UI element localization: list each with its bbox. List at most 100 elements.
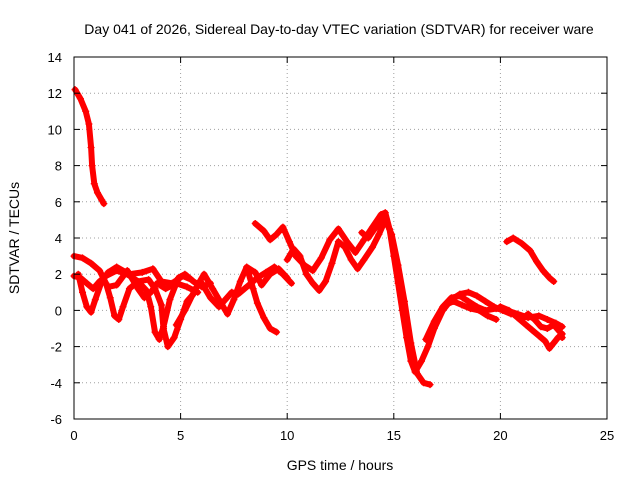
data-point — [209, 285, 217, 293]
data-point — [279, 223, 287, 231]
series-arc-afternoon-b — [432, 297, 500, 323]
series-arc-morning-b — [198, 263, 295, 311]
data-point — [302, 270, 310, 278]
data-point — [524, 310, 532, 318]
series-trace — [518, 311, 566, 341]
data-point — [550, 321, 558, 329]
y-tick-label: 10 — [48, 122, 62, 137]
data-point — [83, 279, 91, 287]
series-arc-early-high — [71, 86, 108, 208]
data-point — [151, 328, 159, 336]
data-point — [170, 334, 178, 342]
data-point — [535, 332, 543, 340]
data-point — [467, 305, 475, 313]
data-point — [400, 297, 408, 305]
data-point — [341, 243, 349, 251]
data-point — [230, 296, 238, 304]
data-point — [245, 270, 253, 278]
data-point — [334, 225, 342, 233]
series-arc-pre-noon-drop — [245, 270, 281, 336]
data-point — [368, 243, 376, 251]
data-point — [147, 288, 155, 296]
y-tick-label: 6 — [55, 195, 62, 210]
data-point — [360, 256, 368, 264]
series-trace — [252, 209, 515, 375]
data-point — [100, 200, 108, 208]
data-point — [388, 230, 396, 238]
data-point — [535, 312, 543, 320]
x-axis-label: GPS time / hours — [287, 457, 394, 473]
y-tick-label: -2 — [50, 340, 62, 355]
chart-title: Day 041 of 2026, Sidereal Day-to-day VTE… — [84, 21, 594, 37]
data-point — [234, 290, 242, 298]
data-point — [79, 254, 87, 262]
data-point — [253, 299, 261, 307]
data-point — [90, 180, 98, 188]
data-point — [160, 323, 168, 331]
data-point — [550, 339, 558, 347]
series-arc-evening-b — [518, 310, 566, 342]
series-trace — [72, 86, 107, 207]
data-point — [115, 315, 123, 323]
data-point — [309, 267, 317, 275]
data-point — [509, 234, 517, 242]
data-point — [243, 263, 251, 271]
data-point — [422, 335, 430, 343]
data-point — [279, 270, 287, 278]
data-point — [522, 321, 530, 329]
data-point — [426, 381, 434, 389]
data-point — [96, 267, 104, 275]
data-point — [198, 279, 206, 287]
data-point — [79, 288, 87, 296]
data-point — [526, 247, 534, 255]
data-point — [258, 281, 266, 289]
data-point — [89, 285, 97, 293]
data-point — [347, 256, 355, 264]
data-point — [71, 86, 79, 94]
y-tick-label: 4 — [55, 231, 62, 246]
data-point — [464, 288, 472, 296]
data-point — [484, 312, 492, 320]
data-point — [260, 227, 268, 235]
data-point — [98, 196, 106, 204]
data-point — [253, 274, 261, 282]
data-point — [358, 229, 366, 237]
data-point — [541, 337, 549, 345]
data-point — [394, 261, 402, 269]
data-point — [351, 248, 359, 256]
data-point — [273, 230, 281, 238]
data-point — [87, 259, 95, 267]
data-point — [424, 343, 432, 351]
data-point — [262, 268, 270, 276]
y-tick-label: -6 — [50, 412, 62, 427]
x-tick-label: 5 — [177, 428, 184, 443]
data-point — [145, 276, 153, 284]
x-tick-label: 20 — [493, 428, 507, 443]
data-point — [539, 267, 547, 275]
data-point — [528, 326, 536, 334]
data-point — [343, 238, 351, 246]
data-point — [326, 236, 334, 244]
data-point — [91, 296, 99, 304]
data-point — [464, 297, 472, 305]
data-point — [458, 301, 466, 309]
x-tick-label: 25 — [600, 428, 614, 443]
data-point — [155, 335, 163, 343]
data-point — [379, 216, 387, 224]
data-point — [503, 238, 511, 246]
data-point — [518, 239, 526, 247]
data-point — [138, 268, 146, 276]
data-point — [134, 285, 142, 293]
data-series — [70, 86, 566, 389]
data-point — [162, 285, 170, 293]
series-trace — [358, 216, 387, 241]
data-point — [93, 189, 101, 197]
data-point — [558, 334, 566, 342]
data-point — [283, 256, 291, 264]
series-arc-early-d — [104, 267, 202, 302]
data-point — [418, 357, 426, 365]
series-arc-mid — [251, 209, 515, 376]
series-arc-mid-b — [283, 216, 434, 389]
plot-frame — [73, 56, 608, 420]
